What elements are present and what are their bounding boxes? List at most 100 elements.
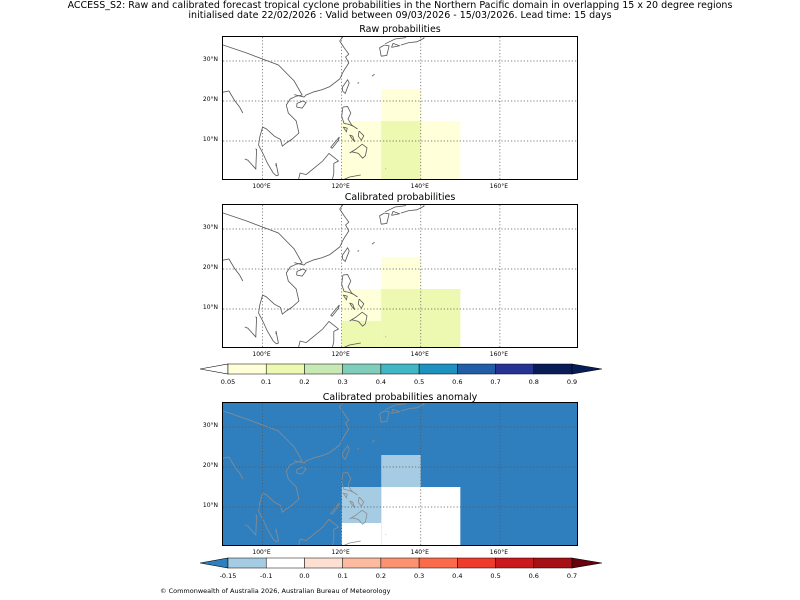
anomaly-colorbar-over-triangle [571, 557, 602, 569]
anomaly-map-coastline-1 [244, 514, 257, 537]
calibrated-map-coastline-14 [343, 342, 361, 347]
anomaly-map-lon-label-1: 120°E [331, 549, 350, 556]
raw-map-lon-label-2: 140°E [410, 183, 429, 190]
anomaly-colorbar-tick-label-7: 0.5 [490, 572, 501, 580]
raw-map-lon-label-0: 100°E [252, 183, 271, 190]
calibrated-map-coastline-7 [342, 294, 348, 301]
raw-map-cell-3 [420, 121, 461, 179]
raw-map-coastline-19 [371, 73, 375, 77]
calibrated-map-cell-1 [381, 257, 421, 289]
calibrated-map-coastline-16 [391, 210, 401, 216]
anomaly-colorbar-swatch-6 [457, 557, 496, 569]
anomaly-map-coastline-0 [223, 410, 303, 543]
raw-probability-map [222, 36, 578, 180]
anomaly-colorbar-tick-label-2: 0.0 [299, 572, 310, 580]
anomaly-map-cell-1 [341, 487, 382, 523]
anomaly-map-coastline-4 [296, 466, 307, 475]
anomaly-map-svg [223, 403, 577, 545]
anomaly-map-lon-label-0: 100°E [252, 549, 271, 556]
raw-map-svg [223, 37, 577, 179]
probability-colorbar-swatch-6 [457, 363, 496, 375]
anomaly-map-coastline-3 [294, 403, 350, 464]
anomaly-map-lat-label-2: 30°N [202, 422, 218, 429]
raw-map-coastline-10 [330, 136, 340, 149]
calibrated-map-cell-0 [341, 289, 382, 321]
raw-map-coastline-20 [357, 82, 360, 84]
anomaly-map-coastline-15 [379, 410, 390, 423]
anomaly-colorbar-tick-label-0: -0.15 [219, 572, 237, 580]
anomaly-colorbar-swatch-4 [380, 557, 420, 569]
probability-colorbar-tick-label-1: 0.1 [261, 378, 272, 386]
probability-colorbar-under-triangle [200, 363, 229, 375]
anomaly-map-coastline-12 [299, 518, 340, 545]
calibrated-map-lon-label-3: 160°E [489, 351, 508, 358]
raw-map-lat-label-2: 30°N [202, 56, 218, 63]
raw-map-coastline-6 [341, 106, 358, 130]
raw-map-lon-label-1: 120°E [331, 183, 350, 190]
calibrated-map-coastline-11 [349, 311, 368, 327]
probability-colorbar-tick-label-2: 0.2 [299, 378, 310, 386]
raw-map-coastline-4 [296, 100, 307, 109]
anomaly-colorbar-tick-label-3: 0.1 [337, 572, 348, 580]
raw-map-coastline-11 [349, 143, 368, 159]
probability-colorbar-swatch-0 [227, 363, 267, 375]
anomaly-colorbar-swatch-8 [533, 557, 573, 569]
anomaly-map-lat-label-0: 10°N [202, 502, 218, 509]
anomaly-map-coastline-17 [385, 403, 407, 411]
probability-colorbar-tick-label-4: 0.4 [375, 378, 387, 386]
anomaly-map-coastline-16 [391, 408, 401, 414]
calibrated-map-lon-label-0: 100°E [252, 351, 271, 358]
probability-colorbar-tick-label-7: 0.7 [490, 378, 501, 386]
anomaly-map [222, 402, 578, 546]
raw-map-cell-2 [381, 121, 421, 179]
calibrated-probability-map [222, 204, 578, 348]
copyright-credit: © Commonwealth of Australia 2026, Austra… [160, 587, 391, 595]
anomaly-colorbar-tick-label-4: 0.2 [375, 572, 387, 580]
probability-colorbar-swatch-8 [533, 363, 573, 375]
calibrated-map-lat-label-0: 10°N [202, 304, 218, 311]
raw-map-coastline-5 [342, 79, 350, 95]
anomaly-colorbar-under-triangle [200, 557, 229, 569]
probability-colorbar [200, 363, 602, 375]
anomaly-colorbar-tick-label-1: -0.1 [259, 572, 273, 580]
calibrated-map-coastline-0 [223, 212, 303, 345]
raw-map-coastline-17 [385, 37, 407, 45]
calibrated-map-coastline-4 [296, 268, 307, 277]
anomaly-colorbar-tick-label-9: 0.7 [566, 572, 578, 580]
anomaly-map-lat-label-1: 20°N [202, 462, 218, 469]
calibrated-map-lon-label-2: 140°E [410, 351, 429, 358]
calibrated-map-coastline-6 [341, 274, 358, 298]
anomaly-map-coastline-8 [349, 500, 356, 509]
calibrated-map-svg [223, 205, 577, 347]
raw-map-coastline-0 [223, 44, 303, 177]
raw-map-coastline-3 [294, 37, 350, 98]
anomaly-map-cell-0 [381, 455, 421, 487]
probability-colorbar-swatch-3 [342, 363, 382, 375]
anomaly-colorbar-tick-label-8: 0.6 [528, 572, 539, 580]
calibrated-map-coastline-18 [400, 205, 425, 214]
raw-map-coastline-12 [299, 152, 340, 179]
anomaly-map-coastline-6 [341, 472, 358, 496]
raw-map-lat-label-0: 10°N [202, 136, 218, 143]
anomaly-colorbar-tick-label-5: 0.3 [413, 572, 425, 580]
anomaly-map-coastline-10 [330, 502, 340, 515]
anomaly-map-coastline-2 [223, 456, 244, 480]
anomaly-map-cell-2 [341, 523, 382, 545]
probability-colorbar-tick-label-0: 0.05 [220, 378, 236, 386]
raw-map-coastline-16 [391, 42, 401, 48]
probability-colorbar-tick-label-5: 0.5 [413, 378, 425, 386]
calibrated-map-coastline-3 [294, 205, 350, 266]
raw-map-coastline-18 [400, 37, 425, 46]
probability-colorbar-tick-label-6: 0.6 [452, 378, 463, 386]
calibrated-map-coastline-20 [357, 250, 360, 252]
calibrated-map-lat-label-1: 20°N [202, 264, 218, 271]
probability-colorbar-swatch-2 [304, 363, 343, 375]
probability-colorbar-tick-label-9: 0.9 [566, 378, 578, 386]
calibrated-map-coastline-9 [357, 298, 365, 309]
anomaly-colorbar-swatch-5 [418, 557, 458, 569]
anomaly-map-lon-label-3: 160°E [489, 549, 508, 556]
anomaly-panel-title: Calibrated probabilities anomaly [322, 392, 478, 403]
anomaly-map-coastline-5 [342, 445, 350, 461]
probability-colorbar-swatch-7 [495, 363, 535, 375]
anomaly-colorbar-swatch-3 [342, 557, 382, 569]
